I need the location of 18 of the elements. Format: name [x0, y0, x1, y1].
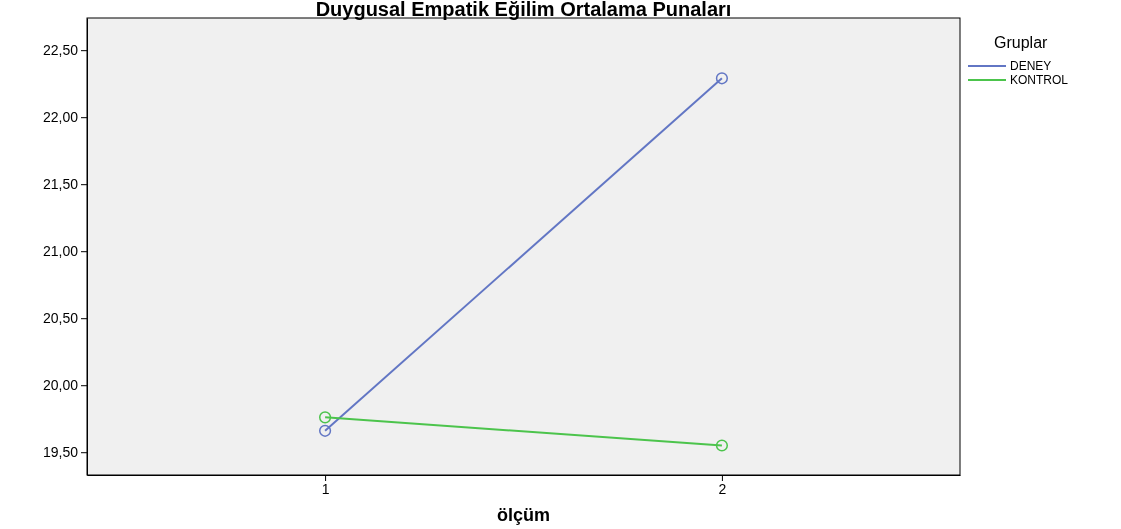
point [318, 424, 332, 437]
point [715, 72, 729, 85]
y-tick-label: 19,50 [42, 444, 79, 461]
chart-title: Duygusal Empatik Eğilim Ortalama Punaları [315, 0, 732, 20]
y-tick-label: 21,50 [42, 176, 79, 193]
x-tick-label: 2 [718, 480, 727, 497]
legend-label: DENEY [1010, 59, 1052, 73]
x-axis-title: ölçüm [496, 505, 551, 525]
x-tick-label: 1 [321, 480, 330, 497]
y-tick-label: 20,00 [42, 377, 79, 394]
point [318, 411, 332, 424]
y-tick-label: 22,00 [42, 109, 79, 126]
point [715, 439, 729, 452]
legend-title: Gruplar [994, 34, 1049, 51]
y-tick-label: 20,50 [42, 310, 79, 327]
legend-label: KONTROL [1010, 73, 1069, 87]
y-tick-label: 22,50 [42, 42, 79, 59]
y-tick-label: 21,00 [42, 243, 79, 260]
